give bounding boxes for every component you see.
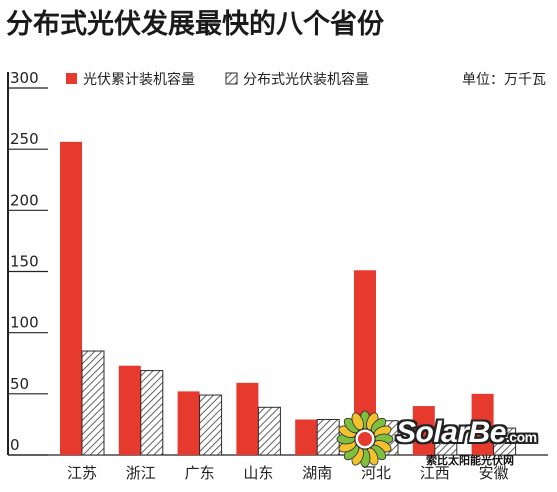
legend-swatch-distributed	[225, 72, 238, 85]
bar-cumulative-7	[471, 393, 494, 455]
y-tick-label: 100	[10, 314, 39, 332]
y-tick-label: 250	[10, 130, 39, 148]
legend-label-distributed: 分布式光伏装机容量	[243, 71, 369, 88]
legend-label-cumulative: 光伏累计装机容量	[83, 71, 195, 88]
bar-distributed-6	[434, 426, 458, 456]
category-label: 江西	[420, 464, 450, 482]
y-tick-label: 0	[10, 436, 20, 454]
solarbe-watermark: SolarBe.com 索比太阳能光伏网	[336, 410, 550, 470]
bar-distributed-3	[257, 406, 281, 456]
bar-cumulative-6	[412, 406, 435, 455]
bar-cumulative-2	[177, 391, 200, 455]
bar-distributed-2	[199, 394, 223, 456]
bar-cumulative-1	[118, 365, 141, 455]
bar-cumulative-0	[60, 141, 82, 455]
category-label: 河北	[361, 464, 391, 482]
chart-title: 分布式光伏发展最快的八个省份	[6, 9, 384, 40]
y-tick-label: 200	[10, 191, 39, 209]
bar-cumulative-3	[236, 382, 259, 455]
y-tick-label: 150	[10, 253, 39, 271]
category-label: 山东	[243, 464, 273, 482]
legend-swatch-cumulative	[66, 73, 77, 84]
category-label: 江苏	[67, 464, 97, 482]
category-label: 广东	[185, 464, 215, 482]
y-tick-label: 300	[10, 69, 39, 87]
unit-label: 单位：万千瓦	[462, 72, 546, 88]
bar-distributed-1	[140, 370, 164, 456]
category-label: 浙江	[126, 464, 156, 482]
bar-cumulative-5	[354, 270, 376, 455]
y-tick-label: 50	[10, 375, 29, 393]
bar-distributed-0	[81, 350, 105, 456]
category-label: 湖南	[302, 464, 332, 482]
watermark-subtitle: 索比太阳能光伏网	[426, 454, 514, 467]
category-label: 安徽	[479, 464, 509, 482]
watermark-brand: SolarBe.com	[396, 416, 537, 449]
bar-distributed-7	[493, 427, 517, 456]
bar-cumulative-4	[295, 419, 318, 455]
sunflower-logo-icon	[336, 410, 394, 468]
